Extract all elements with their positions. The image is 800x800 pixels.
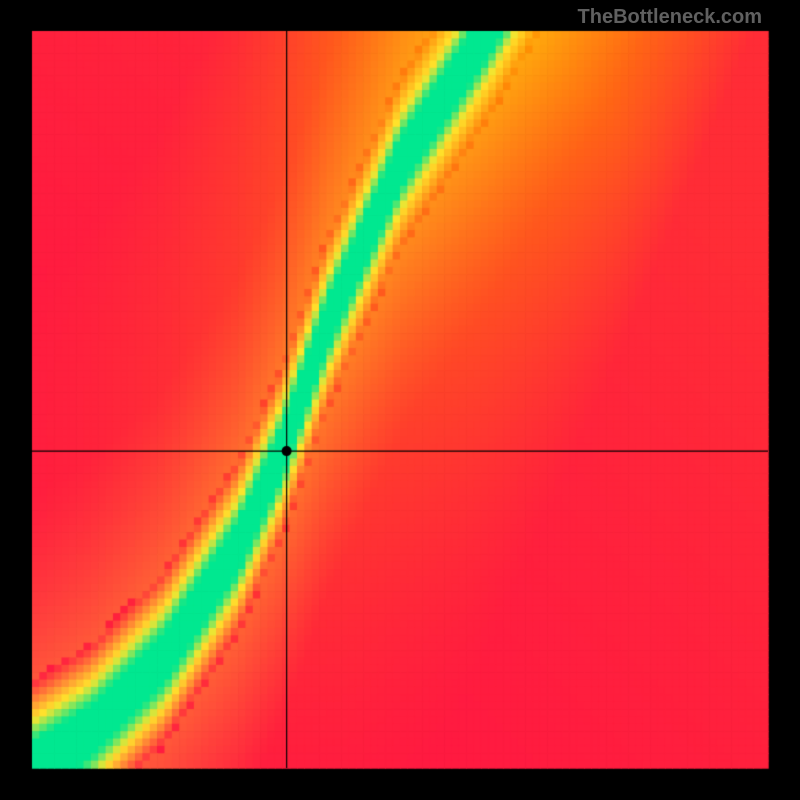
watermark-text: TheBottleneck.com (578, 6, 762, 29)
heatmap-canvas (0, 0, 800, 800)
chart-container: TheBottleneck.com (0, 0, 800, 800)
